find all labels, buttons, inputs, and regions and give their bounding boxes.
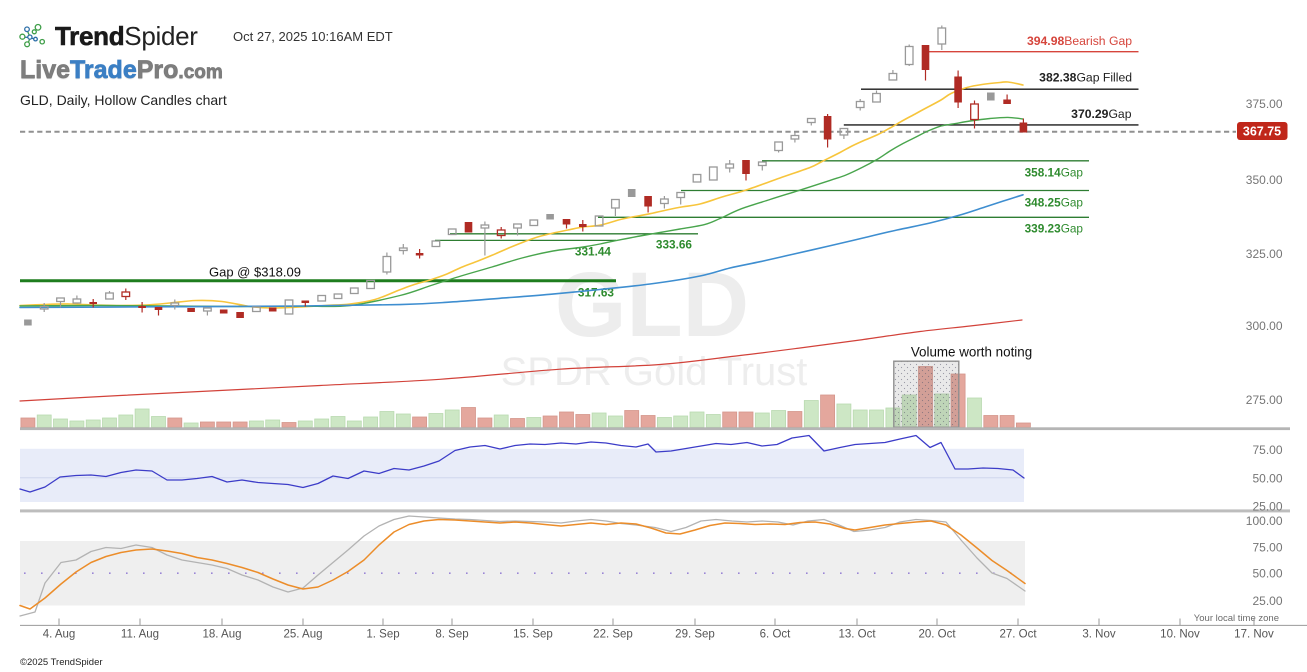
svg-text:100.00: 100.00: [1246, 514, 1283, 528]
svg-text:325.00: 325.00: [1246, 247, 1283, 261]
svg-text:331.44: 331.44: [575, 245, 612, 259]
svg-text:75.00: 75.00: [1252, 443, 1282, 457]
svg-text:50.00: 50.00: [1252, 567, 1282, 581]
svg-text:25.00: 25.00: [1252, 594, 1282, 608]
svg-text:348.25Gap: 348.25Gap: [1025, 195, 1084, 209]
svg-text:6. Oct: 6. Oct: [760, 629, 791, 641]
svg-text:382.38Gap Filled: 382.38Gap Filled: [1039, 71, 1132, 85]
svg-text:17. Nov: 17. Nov: [1234, 629, 1274, 641]
svg-text:375.00: 375.00: [1246, 97, 1283, 111]
svg-text:SPDR Gold Trust: SPDR Gold Trust: [501, 350, 808, 394]
svg-text:8. Sep: 8. Sep: [435, 629, 468, 641]
svg-text:29. Sep: 29. Sep: [675, 629, 715, 641]
svg-text:370.29Gap: 370.29Gap: [1071, 107, 1132, 121]
svg-text:25. Aug: 25. Aug: [283, 629, 322, 641]
svg-text:300.00: 300.00: [1246, 319, 1283, 333]
svg-text:10. Nov: 10. Nov: [1160, 629, 1200, 641]
svg-text:Volume worth noting: Volume worth noting: [911, 345, 1032, 360]
svg-text:22. Sep: 22. Sep: [593, 629, 633, 641]
svg-text:50.00: 50.00: [1252, 472, 1282, 486]
svg-text:275.00: 275.00: [1246, 393, 1283, 407]
svg-text:3. Nov: 3. Nov: [1082, 629, 1115, 641]
svg-text:350.00: 350.00: [1246, 173, 1283, 187]
svg-text:20. Oct: 20. Oct: [918, 629, 956, 641]
svg-text:18. Aug: 18. Aug: [202, 629, 241, 641]
svg-text:1. Sep: 1. Sep: [366, 629, 399, 641]
svg-text:4. Aug: 4. Aug: [43, 629, 76, 641]
svg-text:25.00: 25.00: [1252, 500, 1282, 514]
svg-text:75.00: 75.00: [1252, 541, 1282, 555]
svg-text:13. Oct: 13. Oct: [838, 629, 876, 641]
svg-text:©2025 TrendSpider: ©2025 TrendSpider: [20, 657, 103, 668]
svg-text:Your local time zone: Your local time zone: [1194, 613, 1279, 624]
svg-text:27. Oct: 27. Oct: [999, 629, 1037, 641]
svg-text:15. Sep: 15. Sep: [513, 629, 553, 641]
svg-text:317.63: 317.63: [578, 286, 615, 300]
svg-text:358.14Gap: 358.14Gap: [1025, 166, 1084, 180]
svg-text:394.98Bearish Gap: 394.98Bearish Gap: [1027, 34, 1132, 48]
svg-text:333.66: 333.66: [656, 237, 693, 251]
svg-text:Gap @ $318.09: Gap @ $318.09: [209, 265, 301, 280]
svg-text:339.23Gap: 339.23Gap: [1025, 221, 1084, 235]
svg-text:GLD: GLD: [555, 254, 749, 356]
svg-text:367.75: 367.75: [1243, 124, 1281, 138]
svg-text:11. Aug: 11. Aug: [121, 629, 159, 641]
